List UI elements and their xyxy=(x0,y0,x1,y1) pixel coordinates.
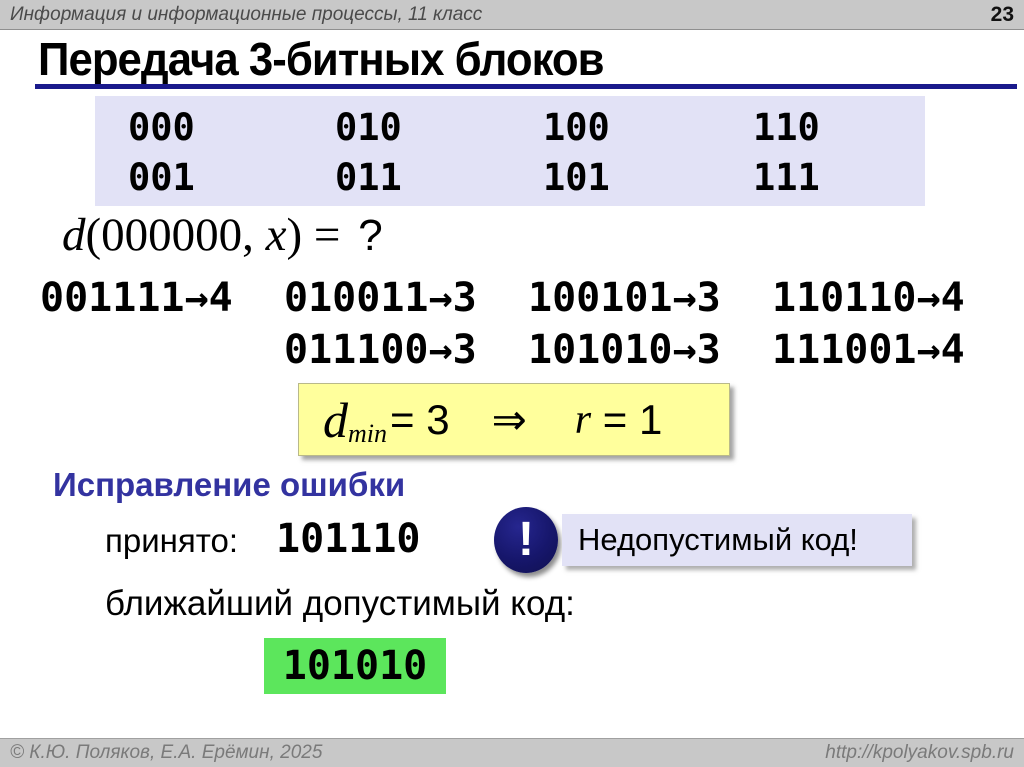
valid-codes-table: 000 010 100 110 001 011 101 111 xyxy=(95,96,925,206)
dmin-subscript: min xyxy=(348,418,387,448)
invalid-code-callout: Недопустимый код! xyxy=(562,514,912,566)
received-value: 101110 xyxy=(276,516,421,562)
distance-item: 110110→4 xyxy=(772,275,965,321)
nearest-code-value: 101010 xyxy=(282,643,428,689)
nearest-code-highlight: 101010 xyxy=(264,638,446,694)
footer-copyright: © К.Ю. Поляков, Е.А. Ерёмин, 2025 xyxy=(10,742,323,763)
r-symbol: r xyxy=(574,396,592,443)
table-row: 001 011 101 111 xyxy=(128,153,925,203)
formula-open: (000000, xyxy=(85,209,266,261)
distance-item: 100101→3 xyxy=(528,275,721,321)
dmin-symbol: d xyxy=(323,391,348,448)
table-cell: 001 xyxy=(128,156,195,199)
distance-item: 010011→3 xyxy=(284,275,477,321)
exclamation-glyph: ! xyxy=(518,513,534,566)
dmin-value: = 3 xyxy=(390,395,450,443)
implies-icon: ⇒ xyxy=(491,395,527,444)
footer-bar: © К.Ю. Поляков, Е.А. Ерёмин, 2025 http:/… xyxy=(0,738,1024,767)
distance-item: 001111→4 xyxy=(40,275,233,321)
invalid-code-text: Недопустимый код! xyxy=(578,522,858,557)
formula-result: ? xyxy=(358,211,383,260)
page-number: 23 xyxy=(990,2,1014,26)
error-correction-heading: Исправление ошибки xyxy=(53,466,406,503)
table-cell: 100 xyxy=(543,106,610,149)
r-value: = 1 xyxy=(591,395,663,443)
table-cell: 000 xyxy=(128,106,195,149)
received-label: принято: xyxy=(105,522,239,559)
course-title: Информация и информационные процессы, 11… xyxy=(10,3,483,25)
distance-list-row: 001111→4 010011→3 100101→3 110110→4 xyxy=(40,278,1016,318)
table-cell: 111 xyxy=(753,156,820,199)
received-code-row: принято: 101110 xyxy=(105,516,421,562)
formula-variable: x xyxy=(265,209,287,261)
title-underline xyxy=(35,84,1017,89)
footer-url: http://kpolyakov.spb.ru xyxy=(825,742,1014,763)
top-bar: Информация и информационные процессы, 11… xyxy=(0,0,1024,30)
distance-item: 011100→3 xyxy=(284,327,477,373)
nearest-code-label: ближайший допустимый код: xyxy=(105,584,575,623)
table-cell: 010 xyxy=(335,106,402,149)
distance-item: 111001→4 xyxy=(772,327,965,373)
slide-title: Передача 3-битных блоков xyxy=(38,33,605,85)
distance-formula: d(000000, x) = ? xyxy=(62,208,383,262)
formula-function: d xyxy=(62,209,86,261)
table-cell: 011 xyxy=(335,156,402,199)
distance-list-row: 011100→3 101010→3 111001→4 xyxy=(40,330,1016,370)
formula-close: ) = xyxy=(286,209,353,261)
dmin-highlight-box: d min = 3 ⇒ r = 1 xyxy=(298,383,730,456)
distance-item: 101010→3 xyxy=(528,327,721,373)
exclamation-icon: ! xyxy=(494,507,558,573)
table-cell: 110 xyxy=(753,106,820,149)
table-row: 000 010 100 110 xyxy=(128,103,925,153)
table-cell: 101 xyxy=(543,156,610,199)
